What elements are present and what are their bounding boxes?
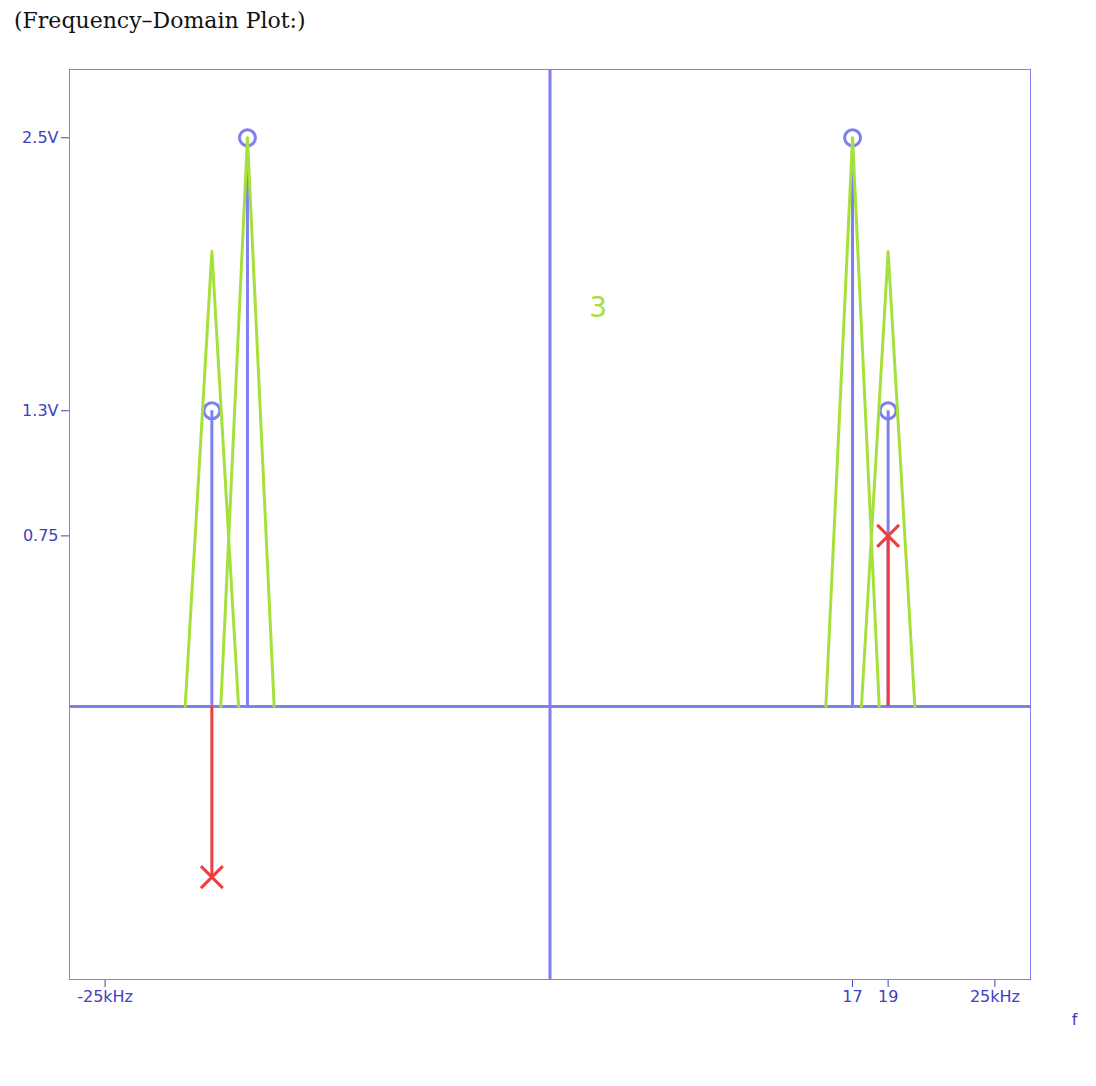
svg-text:2.5V: 2.5V <box>22 128 58 147</box>
svg-text:25kHz: 25kHz <box>970 987 1020 1006</box>
svg-text:-25kHz: -25kHz <box>77 987 133 1006</box>
svg-text:3: 3 <box>589 291 607 324</box>
svg-text:17: 17 <box>842 987 862 1006</box>
svg-text:19: 19 <box>878 987 898 1006</box>
html-text:(Frequency–Domain Plot:): (Frequency–Domain Plot:) <box>14 8 306 33</box>
svg-text:1.3V: 1.3V <box>22 401 58 420</box>
svg-text:0.75: 0.75 <box>23 526 59 545</box>
svg-text:f: f <box>1072 1010 1078 1029</box>
